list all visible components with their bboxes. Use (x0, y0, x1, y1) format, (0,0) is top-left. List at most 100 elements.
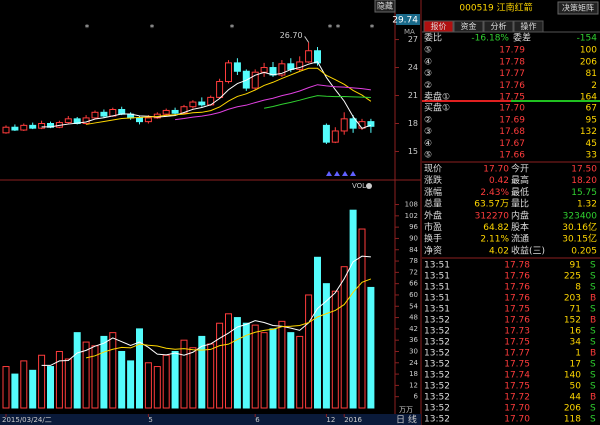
period-label[interactable]: 日 线 (396, 414, 417, 425)
price-ma-line (41, 61, 372, 129)
settings-icon[interactable] (366, 183, 372, 189)
vol-tick-label: 42 (409, 325, 418, 333)
quote-text: 206 (580, 57, 597, 67)
stock-title: 000519 江南红箭 (459, 2, 532, 14)
vol-tick-label: 12 (409, 381, 418, 389)
tab-label[interactable]: 分析 (491, 21, 507, 31)
y-tick-label: 24 (408, 63, 418, 72)
tab[interactable] (513, 20, 544, 33)
quote-text: 买盘① (424, 102, 450, 114)
event-marker[interactable]: * (230, 24, 235, 34)
volume-bar (47, 366, 54, 409)
quote-text: 总量 (424, 198, 442, 210)
vol-tick-label: 24 (409, 359, 418, 367)
tab-label[interactable]: 操作 (521, 21, 537, 31)
quote-text: 152 (564, 316, 581, 326)
quote-text: 64.82 (483, 223, 509, 233)
quote-text: 34 (570, 338, 582, 348)
x-tick-label: 2016 (344, 416, 362, 424)
volume-bar (225, 313, 232, 409)
quote-text: 量比 (511, 198, 529, 210)
quote-text: S (590, 404, 596, 414)
volume-bar (153, 366, 161, 409)
quote-text: 17.75 (504, 382, 530, 392)
x-tick-label: 5 (148, 416, 152, 424)
quote-text: 13:52 (424, 349, 450, 359)
quote-text: 涨跌 (424, 175, 442, 186)
candle-body (91, 111, 99, 119)
candle-body (296, 61, 304, 70)
volume-ma-line (85, 278, 372, 359)
candle-body (322, 124, 330, 143)
candle-body (100, 111, 108, 117)
volume-bar (73, 332, 81, 409)
event-marker[interactable]: * (336, 24, 341, 34)
quote-text: 91 (570, 261, 581, 271)
hide-button-label[interactable]: 隐藏 (377, 1, 393, 11)
event-marker[interactable]: * (328, 24, 333, 34)
vol-tick-label: 90 (409, 234, 418, 242)
quote-text: ④ (424, 57, 432, 67)
candle-body (260, 67, 268, 73)
candle-body (189, 101, 197, 108)
quote-text: 内盘 (511, 209, 529, 221)
candle-body (278, 63, 286, 76)
volume-bar (144, 362, 152, 409)
quote-text: B (590, 349, 596, 359)
quote-text: 1.32 (577, 200, 597, 210)
quote-text: S (590, 261, 596, 271)
volume-bar (162, 354, 170, 409)
quote-text: 15.75 (571, 188, 597, 198)
quote-text: 225 (564, 272, 581, 282)
matrix-button-label[interactable]: 决策矩阵 (562, 3, 594, 13)
quote-text: 17.70 (499, 104, 525, 114)
tab[interactable] (453, 20, 484, 33)
quote-text: ④ (424, 139, 432, 149)
quote-text: ⑤ (424, 151, 432, 161)
volume-bar (100, 335, 108, 409)
volume-bar (251, 324, 259, 409)
candle-body (29, 124, 37, 129)
vol-tick-label: 48 (409, 314, 418, 322)
candle-body (287, 63, 295, 70)
hide-button[interactable] (374, 0, 396, 13)
matrix-button[interactable] (557, 1, 599, 15)
tab[interactable] (423, 20, 454, 33)
volume-bar (340, 266, 348, 409)
quote-text: 13:51 (424, 294, 450, 304)
volume-bar (109, 332, 117, 409)
event-marker[interactable]: * (85, 24, 90, 34)
volume-bar (331, 290, 339, 409)
price-ma-line (86, 67, 372, 125)
volume-bar (11, 373, 19, 409)
signal-icon (326, 171, 332, 176)
quote-text: S (590, 338, 596, 348)
x-tick-label: 6 (255, 416, 260, 424)
vol-tick-label: 6 (414, 393, 419, 401)
quote-text: 67 (586, 104, 597, 114)
vol-unit: 万万 (399, 406, 413, 414)
volume-bar (242, 322, 250, 409)
quote-text: 2.43% (480, 188, 509, 198)
volume-bar (180, 339, 188, 409)
tab-label[interactable]: 资金 (461, 21, 477, 31)
volume-bar (20, 360, 28, 409)
event-marker[interactable]: * (150, 24, 155, 34)
quote-text: 换手 (424, 233, 442, 245)
quote-text: 委比 (424, 32, 442, 44)
volume-bar (136, 328, 143, 409)
quote-text: S (590, 415, 596, 425)
quote-text: 13:52 (424, 415, 450, 425)
volume-bar (207, 343, 215, 409)
tab[interactable] (483, 20, 514, 33)
event-marker[interactable]: * (370, 24, 375, 34)
quote-text: ② (424, 81, 432, 91)
quote-text: S (590, 283, 596, 293)
signal-icon (350, 171, 356, 176)
vol-tick-label: 66 (409, 280, 418, 288)
quote-text: 卖盘① (424, 91, 450, 103)
vol-tick-label: 96 (409, 223, 418, 231)
quote-text: 17.77 (504, 349, 530, 359)
tab-label[interactable]: 报价 (431, 21, 447, 31)
candle-body (2, 126, 10, 134)
